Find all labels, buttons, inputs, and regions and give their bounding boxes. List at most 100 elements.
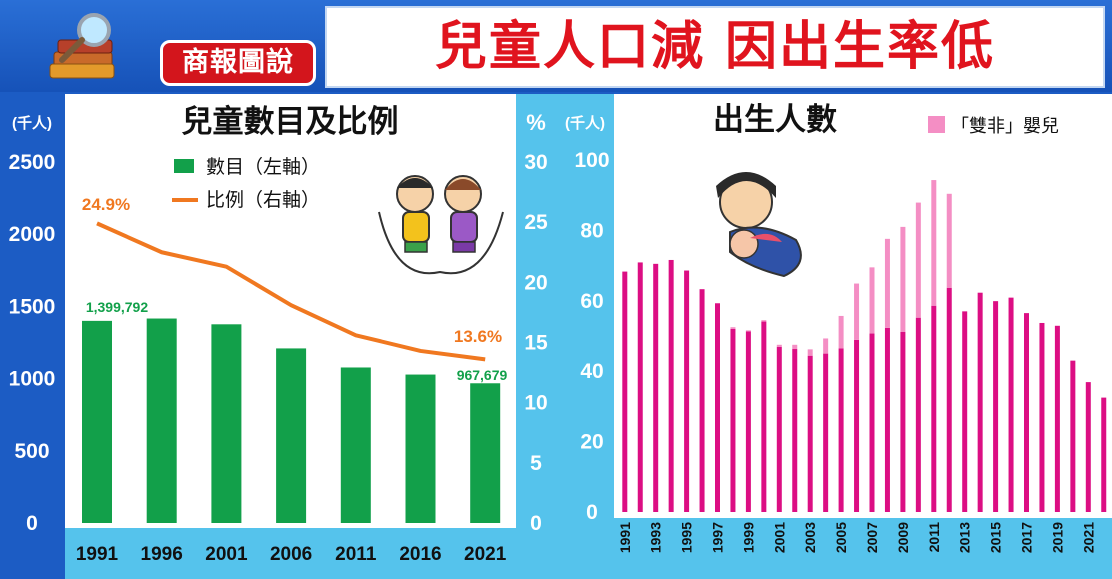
double-non-birth-bar bbox=[838, 315, 844, 349]
double-non-birth-bar bbox=[900, 226, 906, 332]
double-non-birth-bar bbox=[730, 327, 736, 329]
birth-count-bar bbox=[761, 321, 767, 512]
double-non-birth-bar bbox=[776, 344, 782, 347]
double-non-birth-bar bbox=[745, 330, 751, 332]
left-x-tick-label: 2011 bbox=[335, 544, 377, 565]
double-non-birth-bar bbox=[946, 193, 952, 288]
double-non-birth-bar bbox=[761, 320, 767, 322]
left-x-tick-label: 2001 bbox=[205, 544, 248, 565]
right-x-tick-label: 1999 bbox=[740, 522, 756, 553]
birth-count-bar bbox=[745, 331, 751, 512]
birth-count-bar bbox=[946, 287, 952, 512]
birth-count-bar bbox=[854, 339, 860, 512]
birth-count-bar bbox=[962, 311, 968, 512]
left-y-tick-label: 2000 bbox=[9, 223, 56, 246]
birth-count-bar bbox=[637, 262, 643, 512]
right-x-tick-label: 2015 bbox=[988, 522, 1004, 553]
right-y-tick-label: 30 bbox=[524, 151, 547, 174]
birth-count-bar bbox=[869, 333, 875, 512]
right-x-tick-label: 2017 bbox=[1019, 522, 1035, 553]
double-non-birth-bar bbox=[884, 238, 890, 328]
data-label-first-bar: 1,399,792 bbox=[86, 299, 148, 315]
birth-count-bar bbox=[977, 292, 983, 512]
double-non-birth-bar bbox=[823, 338, 829, 354]
birth-count-bar bbox=[993, 301, 999, 512]
right-chart-y-tick-label: 80 bbox=[580, 219, 603, 242]
right-axis-strip bbox=[516, 94, 556, 579]
double-non-birth-bar bbox=[869, 267, 875, 334]
right-x-tick-label: 2011 bbox=[926, 522, 942, 553]
right-x-tick-label: 1991 bbox=[617, 522, 633, 553]
birth-count-bar bbox=[1039, 322, 1045, 512]
right-x-tick-label: 2021 bbox=[1080, 522, 1096, 553]
left-y-tick-label: 1000 bbox=[9, 368, 56, 391]
birth-count-bar bbox=[653, 263, 659, 512]
left-axis-unit: (千人) bbox=[12, 115, 52, 132]
right-y-tick-label: 20 bbox=[524, 271, 547, 294]
birth-count-bar bbox=[915, 317, 921, 512]
left-y-tick-label: 1500 bbox=[9, 295, 56, 318]
right-x-tick-label: 2003 bbox=[802, 522, 818, 553]
right-chart-y-tick-label: 60 bbox=[580, 290, 603, 313]
books-magnifier-icon bbox=[49, 13, 115, 79]
birth-count-bar bbox=[1070, 360, 1076, 512]
birth-count-bar bbox=[699, 289, 705, 512]
left-x-axis-strip bbox=[65, 528, 516, 579]
double-non-birth-bar bbox=[854, 283, 860, 340]
left-x-tick-label: 1991 bbox=[76, 544, 119, 565]
double-non-birth-bar bbox=[931, 180, 937, 306]
left-y-tick-label: 2500 bbox=[9, 151, 56, 174]
right-y-tick-label: 10 bbox=[524, 392, 547, 415]
left-y-tick-label: 0 bbox=[26, 512, 38, 535]
child-ratio-line bbox=[96, 221, 486, 362]
right-y-tick-label: 15 bbox=[524, 332, 548, 355]
child-count-bar bbox=[211, 324, 242, 523]
birth-count-bar bbox=[1101, 397, 1107, 512]
birth-count-bar bbox=[730, 328, 736, 512]
legend-line-label: 比例（右軸） bbox=[206, 189, 320, 211]
child-count-bar bbox=[470, 383, 501, 523]
birth-count-bar bbox=[684, 270, 690, 512]
child-count-bar bbox=[82, 320, 112, 523]
right-x-tick-label: 2013 bbox=[957, 522, 973, 553]
headline-box: 兒童人口減 因出生率低 bbox=[325, 6, 1105, 88]
double-non-birth-bar bbox=[792, 344, 798, 350]
child-count-bar bbox=[276, 348, 307, 523]
right-x-tick-label: 2005 bbox=[833, 522, 849, 553]
right-y-tick-label: 25 bbox=[524, 211, 548, 234]
right-chart-y-tick-label: 40 bbox=[580, 360, 603, 383]
right-x-tick-label: 2007 bbox=[864, 522, 880, 553]
right-chart-title: 出生人數 bbox=[713, 102, 837, 137]
birth-count-bar bbox=[838, 348, 844, 512]
birth-count-bar bbox=[776, 346, 782, 512]
birth-count-bar bbox=[668, 259, 674, 512]
data-label-last-bar: 967,679 bbox=[457, 367, 508, 383]
birth-count-bar bbox=[884, 327, 890, 512]
brand-logo: 商報圖說 bbox=[48, 8, 316, 86]
data-label-last-line: 13.6% bbox=[454, 327, 502, 346]
double-non-birth-bar bbox=[915, 202, 921, 318]
birth-count-bar bbox=[715, 303, 720, 512]
page-title: 兒童人口減 因出生率低 bbox=[434, 17, 996, 77]
right-axis-unit: % bbox=[526, 110, 546, 135]
children-skipping-illustration bbox=[378, 175, 504, 275]
mother-baby-illustration bbox=[716, 172, 802, 278]
right-y-tick-label: 0 bbox=[530, 512, 542, 535]
left-chart-title: 兒童數目及比例 bbox=[182, 104, 399, 139]
birth-count-bar bbox=[931, 305, 937, 512]
left-x-tick-label: 2016 bbox=[399, 544, 441, 565]
right-x-tick-label: 1997 bbox=[710, 522, 726, 553]
left-x-tick-label: 2021 bbox=[464, 544, 507, 565]
brand-label: 商報圖說 bbox=[160, 40, 316, 86]
left-x-tick-label: 2006 bbox=[270, 544, 312, 565]
right-left-axis-unit: (千人) bbox=[565, 115, 605, 132]
birth-count-bar bbox=[1008, 297, 1014, 512]
birth-count-bar bbox=[807, 355, 813, 512]
left-x-tick-label: 1996 bbox=[141, 544, 183, 565]
right-x-tick-label: 1993 bbox=[648, 522, 664, 553]
right-chart-y-tick-label: 100 bbox=[574, 149, 609, 172]
birth-count-bar bbox=[1054, 325, 1060, 512]
right-x-tick-label: 1995 bbox=[679, 522, 695, 553]
right-x-tick-label: 2001 bbox=[771, 522, 787, 553]
legend-bar-label: 數目（左軸） bbox=[206, 156, 320, 178]
